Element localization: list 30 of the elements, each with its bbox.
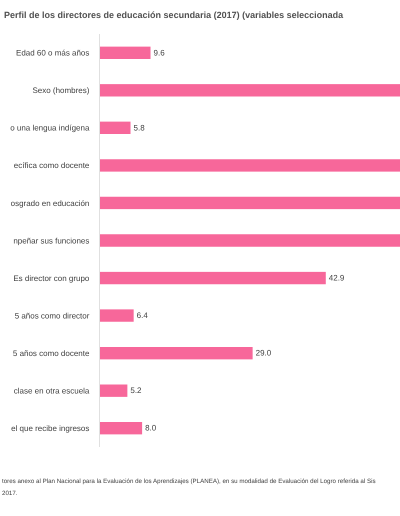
y-tick-label: npeñar sus funciones <box>13 236 90 246</box>
data-label: 5.8 <box>134 123 146 132</box>
bar <box>100 84 400 97</box>
bar <box>100 122 131 134</box>
chart-title: Perfil de los directores de educación secundaria (2017) (variables seleccionada <box>4 10 344 20</box>
y-tick-label: 5 años como director <box>14 311 90 320</box>
bar <box>100 384 128 397</box>
bar <box>100 196 400 210</box>
y-tick-label: o una lengua indígena <box>10 124 90 133</box>
bar <box>100 346 253 360</box>
bar <box>100 234 400 247</box>
y-tick-label: ecífica como docente <box>14 161 90 170</box>
y-tick-label: clase en otra escuela <box>14 386 90 396</box>
bar <box>100 272 326 284</box>
y-tick-label: Edad 60 o más años <box>16 48 90 58</box>
data-label: 6.4 <box>136 311 148 320</box>
bar <box>100 46 151 59</box>
bar <box>100 159 400 172</box>
y-tick-label: el que recibe ingresos <box>11 424 90 434</box>
bar <box>100 309 134 322</box>
y-tick-label: osgrado en educación <box>10 198 90 208</box>
data-label: 8.0 <box>145 424 157 433</box>
data-label: 29.0 <box>256 348 272 358</box>
y-tick-label: Es director con grupo <box>13 274 90 283</box>
y-tick-label: Sexo (hombres) <box>32 86 90 96</box>
bar <box>100 422 142 434</box>
data-label: 42.9 <box>328 274 345 283</box>
y-tick-label: 5 años como docente <box>12 348 90 358</box>
data-label: 9.6 <box>154 48 166 58</box>
data-label: 5.2 <box>130 386 142 396</box>
